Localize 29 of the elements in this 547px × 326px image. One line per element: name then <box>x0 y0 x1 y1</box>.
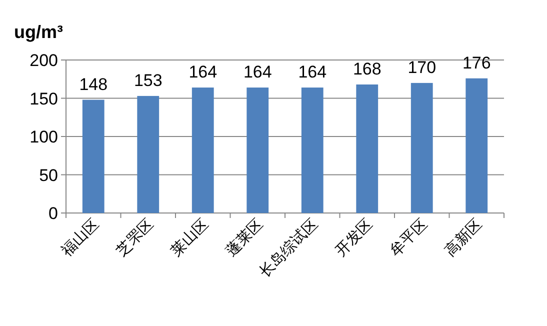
x-tick-label: 福山区 <box>58 215 102 260</box>
bar <box>82 100 104 213</box>
data-label: 164 <box>243 62 272 82</box>
x-tick-label: 芝罘区 <box>112 215 157 260</box>
y-tick-label: 50 <box>39 166 58 185</box>
x-tick-label: 开发区 <box>331 215 376 260</box>
y-tick-label: 200 <box>30 51 58 70</box>
bar <box>356 84 378 213</box>
data-label: 148 <box>79 74 108 94</box>
x-tick-label: 牟平区 <box>386 215 431 260</box>
bar <box>466 78 488 213</box>
bar <box>301 88 324 213</box>
data-label: 153 <box>134 70 162 90</box>
x-tick-label: 高新区 <box>440 215 486 260</box>
y-tick-label: 0 <box>48 204 58 223</box>
data-label: 176 <box>462 53 491 72</box>
data-label: 168 <box>352 59 382 78</box>
y-tick-label: 150 <box>30 89 58 108</box>
y-tick-label: 100 <box>30 128 58 146</box>
x-tick-label: 莱山区 <box>167 215 212 260</box>
y-axis-title: ug/m³ <box>14 22 63 42</box>
data-label: 164 <box>188 62 218 82</box>
data-label: 170 <box>408 58 436 77</box>
x-tick-label: 蓬莱区 <box>222 215 266 260</box>
data-label: 164 <box>298 62 327 82</box>
bar <box>246 88 269 213</box>
bar <box>192 88 214 213</box>
bar <box>137 96 160 213</box>
bar <box>410 82 433 213</box>
